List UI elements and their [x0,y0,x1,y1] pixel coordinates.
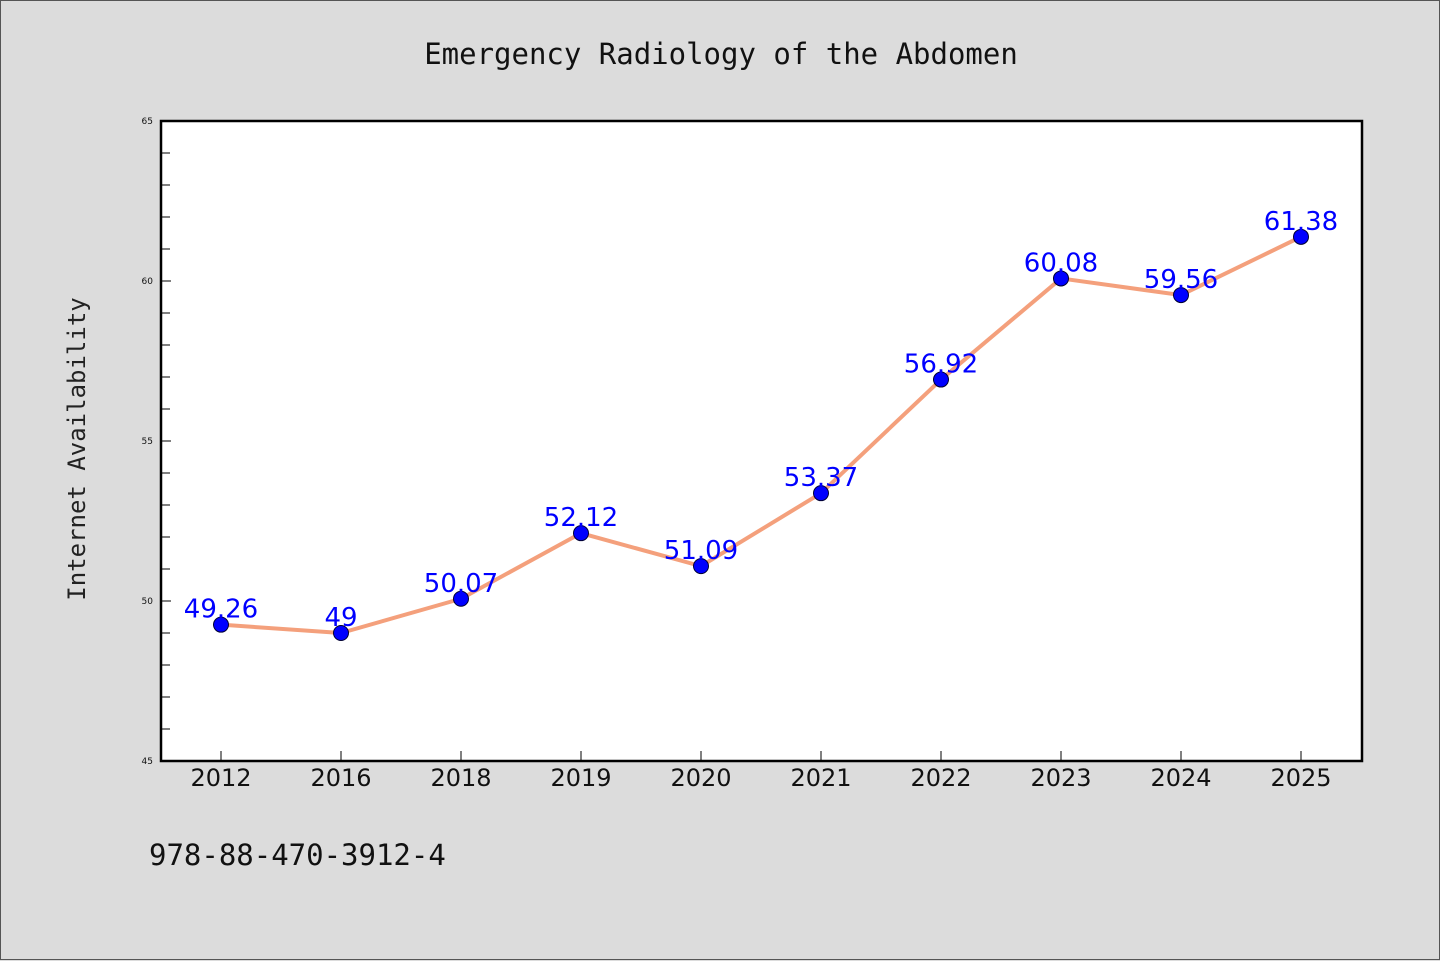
x-tick-label: 2022 [910,764,971,792]
series-line [220,235,1302,635]
y-axis-ticks: 45 50 55 60 65 [142,117,171,767]
data-label: 61.38 [1264,207,1338,237]
isbn-text: 978-88-470-3912-4 [149,838,446,872]
plot-area [159,119,1364,763]
y-tick-label: 65 [142,117,153,127]
data-label: 51.09 [664,536,738,566]
data-point [813,485,829,502]
data-label: 60.08 [1024,248,1098,278]
data-label: 49 [324,603,357,633]
data-label: 49.26 [184,595,258,625]
y-tick-label: 60 [142,277,154,287]
x-tick-label: 2024 [1150,764,1211,792]
data-point [933,371,949,388]
chart-title: Emergency Radiology of the Abdomen [424,37,1018,71]
y-tick-label: 45 [142,757,153,767]
data-label: 52.12 [544,503,618,533]
data-point [1053,270,1069,287]
x-tick-label: 2018 [430,764,491,792]
data-point [1173,287,1189,304]
data-point [333,625,349,641]
data-label: 53.37 [784,463,858,493]
y-axis-label: Internet Availability [63,297,91,600]
y-tick-label: 55 [142,437,153,447]
x-tick-label: 2012 [190,764,251,792]
x-tick-label: 2016 [310,764,371,792]
data-label: 59.56 [1144,265,1218,295]
x-tick-label: 2019 [550,764,611,792]
data-point [453,590,469,607]
data-point [573,525,589,542]
data-markers [213,228,1309,641]
x-axis-ticks: 2012 2016 2018 2019 2020 2021 2022 2023 2024 2025 [190,751,1332,792]
x-tick-label: 2021 [790,764,851,792]
data-point [213,616,229,633]
y-tick-label: 50 [142,597,154,607]
x-tick-label: 2023 [1030,764,1091,792]
x-tick-label: 2025 [1270,764,1331,792]
data-labels: 49.26 49 50.07 52.12 51.09 53.37 56.92 60.08 59.… [184,207,1338,633]
data-label: 50.07 [424,569,498,599]
data-label: 56.92 [904,350,978,380]
x-tick-label: 2020 [670,764,731,792]
data-point [693,558,709,575]
data-point [1293,228,1309,245]
